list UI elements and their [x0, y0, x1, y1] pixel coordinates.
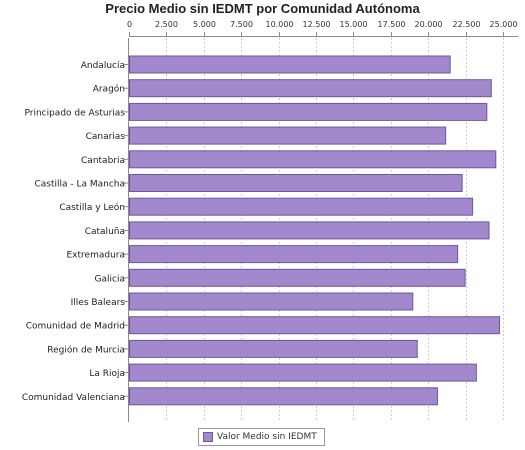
bar: [129, 79, 492, 98]
category-label: Galicia: [95, 274, 125, 284]
category-label: Comunidad Valenciana: [22, 393, 125, 403]
bar: [129, 221, 490, 240]
x-tick-label: 22.500: [453, 20, 481, 29]
x-tick-label: 25.000: [490, 20, 518, 29]
category-label: Andalucía: [81, 61, 125, 71]
category-label: Cataluña: [85, 227, 125, 237]
bar: [129, 268, 466, 287]
legend-swatch: [203, 432, 213, 442]
x-tick-label: 12.500: [303, 20, 331, 29]
category-label: Castilla - La Mancha: [34, 180, 125, 190]
x-axis-ticks: 0 2.500 5.000 7.500 10.000 12.500 15.000 17.500…: [127, 20, 518, 37]
x-tick-label: 17.500: [378, 20, 406, 29]
category-label: Castilla y León: [59, 202, 125, 213]
x-tick-label: 7.500: [230, 20, 253, 29]
category-label: Comunidad de Madrid: [26, 322, 125, 332]
legend-label: Valor Medio sin IEDMT: [217, 432, 317, 442]
category-label: Aragón: [93, 84, 125, 95]
category-label: Canarias: [86, 132, 126, 142]
category-label: La Rioja: [89, 369, 125, 379]
bar: [129, 387, 438, 406]
bar: [129, 197, 474, 216]
bar: [129, 150, 497, 169]
category-label: Extremadura: [67, 251, 126, 261]
bar: [129, 363, 477, 382]
category-label: Región de Murcia: [47, 344, 125, 355]
category-label: Principado de Asturias: [24, 108, 125, 118]
bar: [129, 102, 488, 121]
category-labels: Andalucía Aragón Principado de Asturias Can…: [22, 61, 128, 403]
bar: [129, 55, 451, 74]
bar: [129, 292, 414, 311]
chart-title: Precio Medio sin IEDMT por Comunidad Aut…: [105, 1, 420, 16]
legend: Valor Medio sin IEDMT: [198, 428, 325, 446]
x-tick-label: 20.000: [415, 20, 443, 29]
bar: [129, 174, 463, 192]
bar: [129, 126, 447, 145]
bar: [129, 339, 418, 358]
category-label: Illes Balears: [71, 298, 126, 308]
x-tick-label: 2.500: [155, 20, 178, 29]
x-tick-label: 15.000: [340, 20, 368, 29]
x-tick-label: 10.000: [266, 20, 294, 29]
bar: [129, 245, 459, 264]
bar: [129, 316, 501, 335]
x-tick-label: 0: [127, 20, 132, 29]
category-label: Cantabria: [81, 156, 125, 166]
bars: [129, 55, 501, 406]
x-tick-label: 5.000: [193, 20, 216, 29]
